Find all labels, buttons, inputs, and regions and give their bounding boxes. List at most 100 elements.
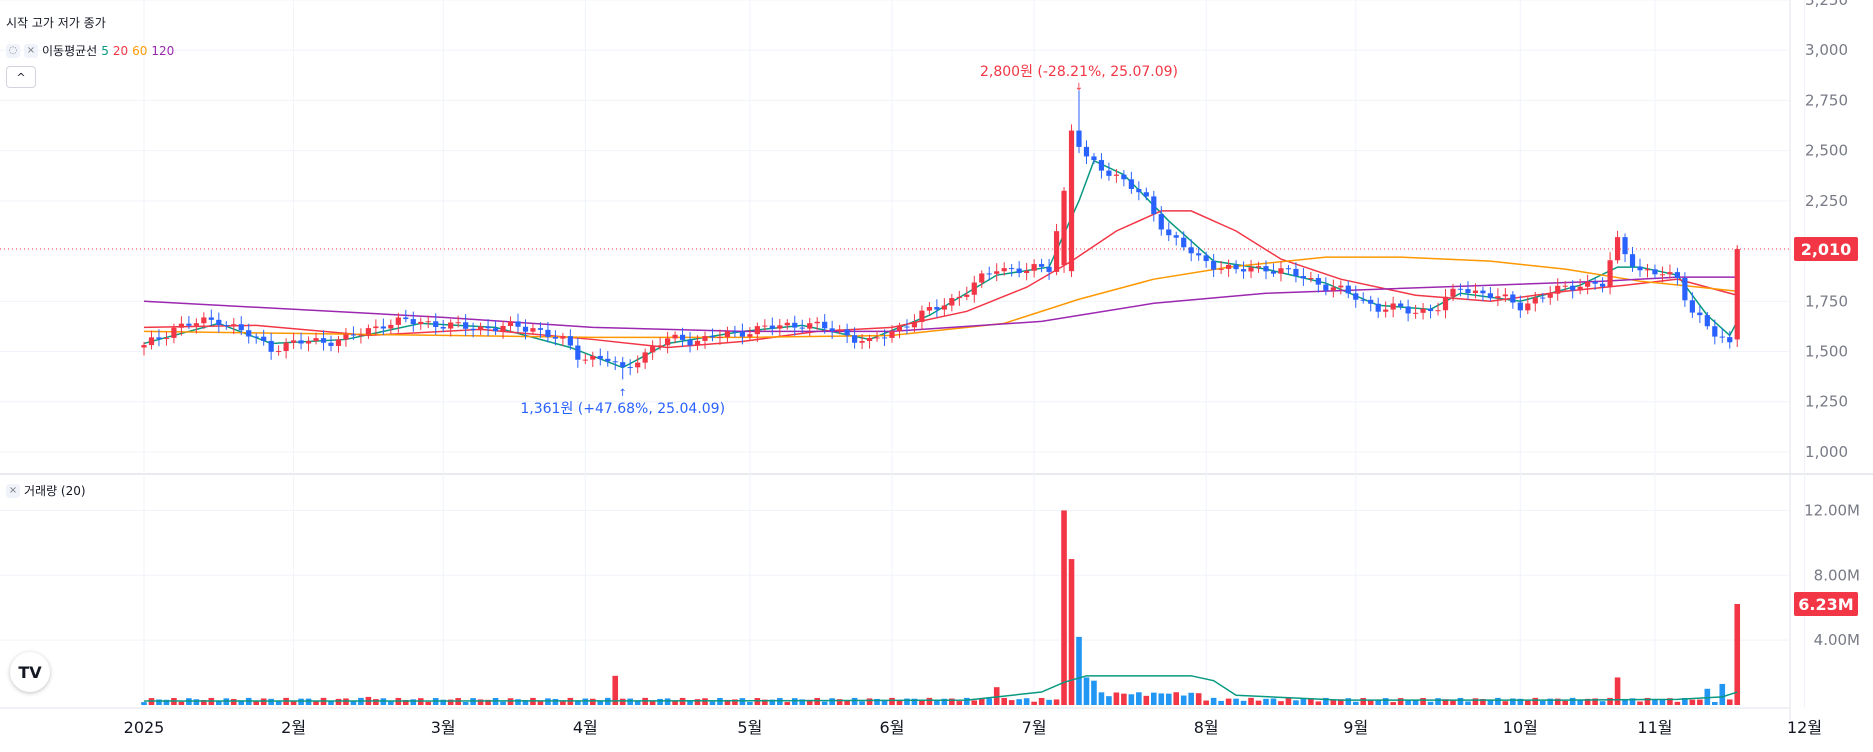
volume-bar: [1046, 699, 1052, 705]
close-icon[interactable]: ×: [24, 43, 38, 58]
time-tick-label: 7월: [1022, 718, 1047, 737]
volume-bar: [1719, 683, 1726, 705]
volume-bar: [1076, 636, 1082, 705]
volume-bar: [1659, 699, 1666, 705]
time-tick-label: 4월: [573, 718, 598, 737]
candle-body: [485, 326, 491, 329]
ma20-line: [143, 210, 1738, 349]
volume-bar: [410, 699, 417, 705]
candle-body: [298, 340, 304, 344]
volume-bar: [926, 697, 933, 705]
last-price-badge-label: 2,010: [1801, 240, 1852, 259]
candle-body: [1121, 174, 1127, 180]
volume-bar: [1712, 702, 1718, 705]
candle-body: [1031, 264, 1037, 271]
candle-body: [1016, 268, 1022, 274]
volume-bar: [1158, 693, 1165, 705]
volume-bar: [754, 698, 761, 705]
candle-body: [1113, 174, 1119, 176]
candle-body: [545, 329, 551, 337]
collapse-legend-button[interactable]: ^: [6, 66, 36, 88]
candle-body: [537, 328, 544, 330]
volume-bar: [1128, 694, 1135, 705]
candle-body: [612, 361, 618, 363]
candle-body: [829, 328, 835, 332]
candle-body: [1495, 296, 1501, 299]
volume-bar: [1412, 699, 1419, 705]
volume-bar: [1270, 698, 1277, 705]
candle-body: [1622, 237, 1628, 255]
candle-body: [657, 345, 663, 347]
volume-bar: [1397, 698, 1404, 705]
candle-body: [1555, 285, 1561, 294]
tradingview-logo[interactable]: TV: [10, 652, 50, 692]
eye-off-icon[interactable]: ◌: [6, 43, 20, 58]
candle-body: [231, 324, 237, 327]
time-tick-label: 3월: [431, 718, 456, 737]
time-tick-label: 2025: [124, 718, 165, 737]
volume-legend-title: 거래량 (20): [24, 484, 86, 498]
candle-body: [1128, 179, 1134, 189]
volume-bar: [911, 698, 918, 705]
candle-body: [627, 367, 633, 369]
candle-body: [1226, 264, 1232, 269]
candle-body: [1076, 130, 1082, 147]
candle-body: [777, 325, 783, 329]
candle-body: [1450, 288, 1456, 297]
volume-bar: [1367, 699, 1374, 705]
ma-legend-period-120: 120: [151, 43, 175, 58]
volume-bar: [1248, 697, 1254, 705]
axes: 1,0001,2501,5001,7502,0002,2502,5002,750…: [124, 0, 1860, 737]
candle-body: [567, 336, 573, 346]
candle-body: [283, 342, 289, 352]
candle-body: [1562, 285, 1568, 287]
candle-body: [1420, 308, 1426, 313]
candle-body: [448, 322, 454, 329]
candle-body: [1629, 254, 1636, 267]
volume-bar: [1016, 699, 1022, 705]
volume-bar: [515, 699, 521, 705]
candle-body: [1383, 309, 1389, 312]
volume-bar: [627, 698, 633, 705]
candle-body: [500, 325, 506, 332]
candle-body: [492, 328, 499, 332]
volume-bar: [485, 699, 491, 705]
candle-body: [1039, 264, 1045, 267]
volume-bar: [1667, 698, 1673, 705]
volume-bar: [1210, 697, 1217, 705]
candle-body: [769, 325, 775, 329]
volume-bar: [702, 698, 708, 705]
volume-bar: [1689, 699, 1696, 705]
close-icon[interactable]: ×: [6, 483, 20, 498]
volume-bar: [388, 701, 394, 705]
candle-body: [986, 273, 992, 275]
volume-bar: [1293, 700, 1299, 705]
volume-bar: [500, 701, 506, 705]
candle-body: [1009, 268, 1015, 270]
candle-body: [709, 336, 716, 338]
candle-body: [1360, 299, 1366, 301]
candle-body: [732, 331, 738, 333]
volume-bar: [1532, 697, 1539, 705]
volume-bar: [537, 701, 544, 705]
volume-bar: [1622, 699, 1628, 705]
volume-bar: [881, 700, 888, 705]
time-tick-label: 6월: [880, 718, 905, 737]
candle-body: [941, 305, 947, 310]
volume-bar: [896, 700, 903, 705]
volume-bar: [1345, 698, 1352, 705]
price-tick-label: 2,500: [1805, 142, 1848, 160]
volume-bar: [1121, 693, 1127, 705]
volume-bar: [1330, 700, 1337, 705]
candle-body: [919, 310, 925, 322]
volume-bar: [1203, 700, 1209, 705]
volume-bar: [1495, 697, 1501, 705]
volume-bar: [1143, 695, 1150, 705]
volume-bar: [1352, 701, 1359, 705]
candle-body: [433, 321, 439, 327]
volume-bar: [941, 698, 948, 705]
candle-body: [186, 323, 192, 326]
last-price-badge: [1794, 237, 1858, 262]
